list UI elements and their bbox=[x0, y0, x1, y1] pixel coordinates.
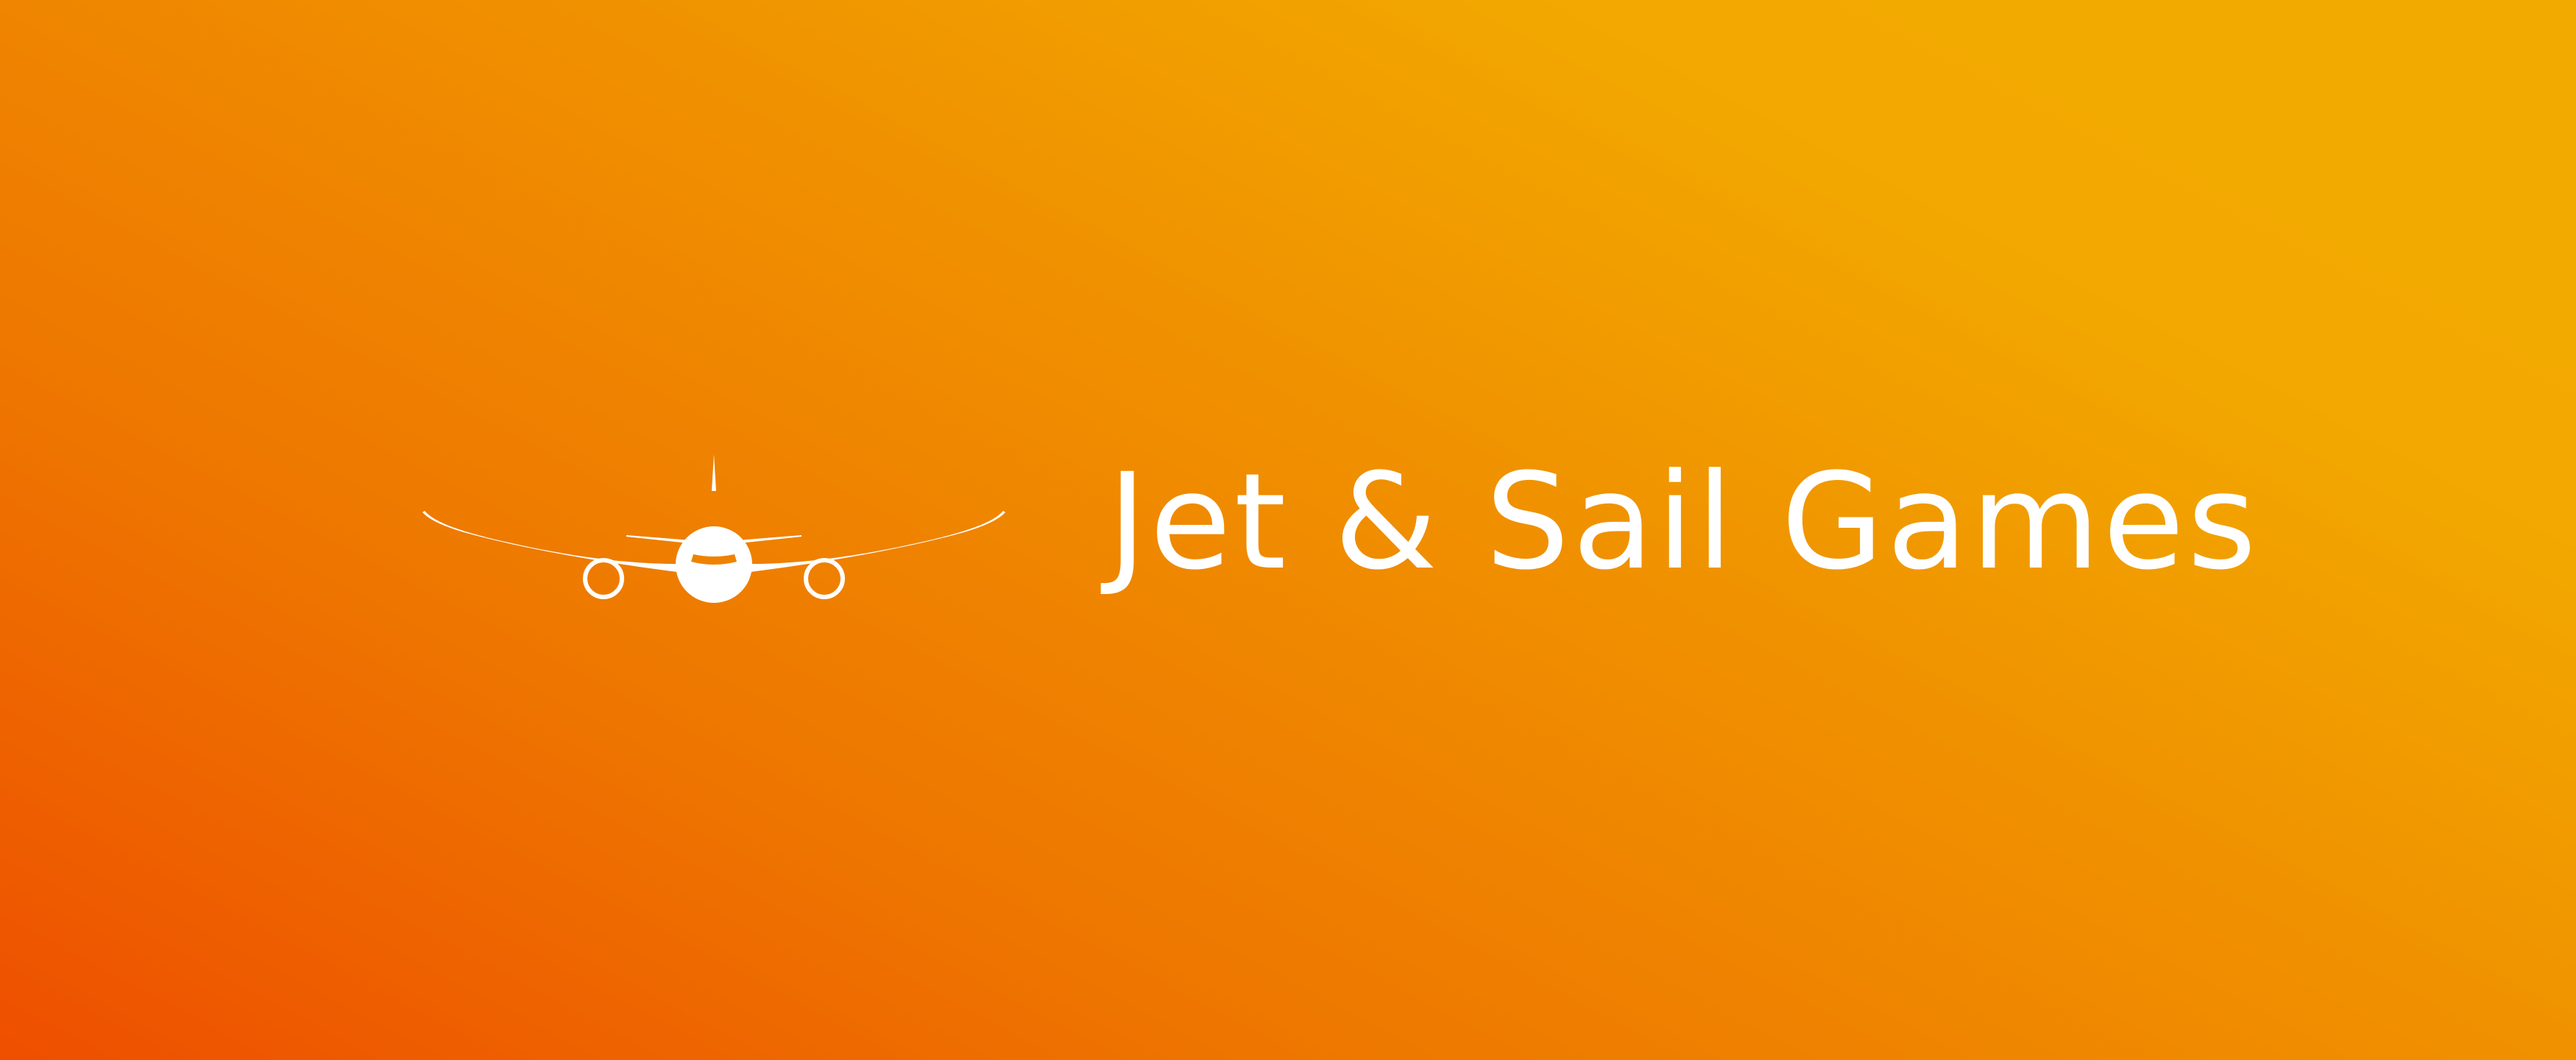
brand-title: Jet & Sail Games bbox=[1108, 445, 2260, 599]
airplane-front-icon bbox=[422, 454, 1005, 603]
